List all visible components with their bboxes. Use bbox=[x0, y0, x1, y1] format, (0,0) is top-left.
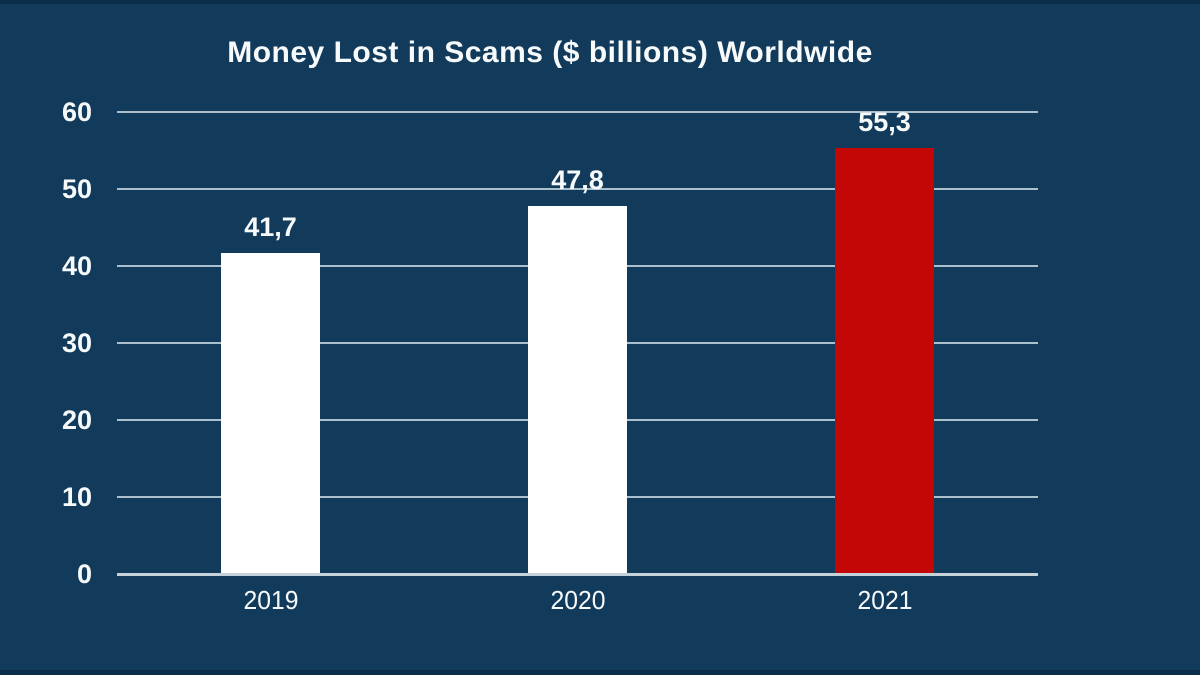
bar-2021 bbox=[835, 148, 934, 574]
x-axis-baseline bbox=[117, 573, 1038, 576]
bar-2019 bbox=[221, 252, 320, 574]
x-axis-label-2020: 2020 bbox=[550, 585, 605, 615]
x-axis-label-2019: 2019 bbox=[243, 585, 298, 615]
y-axis-tick-label: 30 bbox=[61, 328, 92, 358]
y-axis-tick-label: 50 bbox=[61, 174, 92, 204]
bar-value-label-2019: 41,7 bbox=[244, 211, 297, 242]
bottom-letterbox-strip bbox=[0, 670, 1200, 675]
y-axis-tick-label: 20 bbox=[61, 405, 92, 435]
bar-value-label-2021: 55,3 bbox=[858, 107, 911, 138]
bar-2020 bbox=[528, 205, 627, 574]
gridline-60 bbox=[117, 111, 1038, 113]
y-axis-tick-label: 60 bbox=[61, 97, 92, 127]
gridline-50 bbox=[117, 188, 1038, 190]
y-axis-tick-label: 40 bbox=[61, 251, 92, 281]
y-axis-tick-label: 0 bbox=[76, 559, 92, 589]
x-axis-label-2021: 2021 bbox=[857, 585, 912, 615]
top-letterbox-strip bbox=[0, 0, 1200, 4]
chart-title: Money Lost in Scams ($ billions) Worldwi… bbox=[227, 36, 873, 69]
y-axis-tick-label: 10 bbox=[61, 482, 92, 512]
bar-value-label-2020: 47,8 bbox=[551, 164, 604, 195]
